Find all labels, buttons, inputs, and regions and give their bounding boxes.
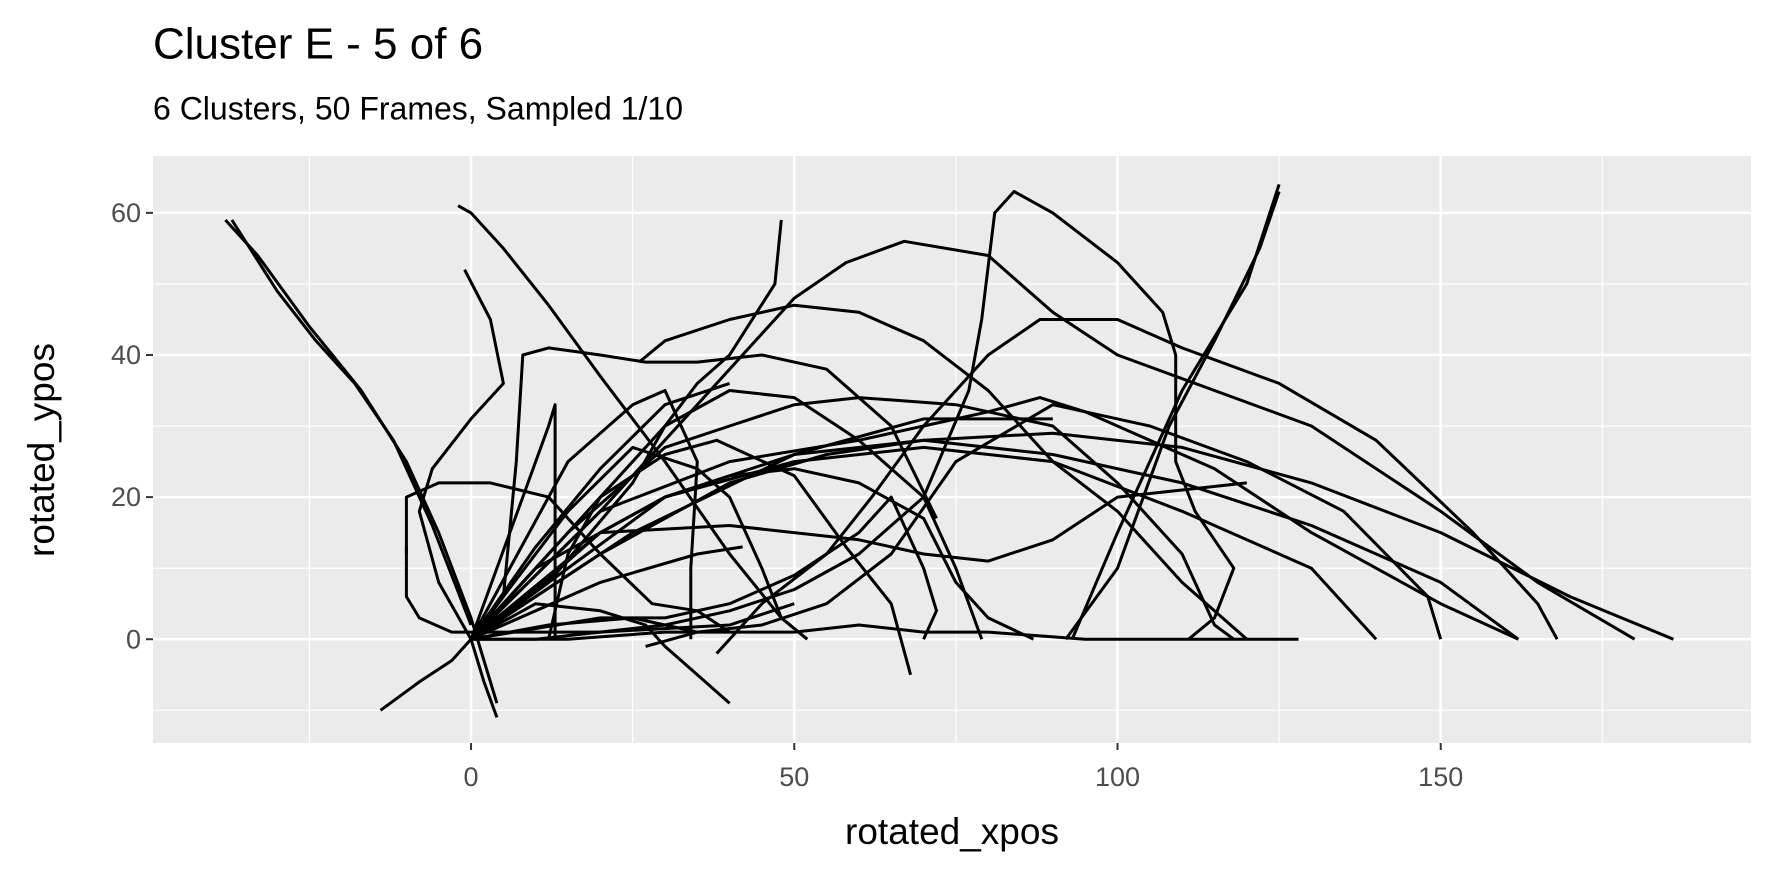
trajectory <box>469 445 809 641</box>
trajectory <box>469 403 557 640</box>
trajectory <box>469 346 938 641</box>
x-tick-label: 100 <box>1095 762 1140 792</box>
trajectory <box>645 403 1443 648</box>
trajectory <box>469 389 984 641</box>
trajectory <box>457 204 809 641</box>
y-tick-label: 40 <box>111 340 141 370</box>
y-tick-label: 0 <box>126 624 141 654</box>
trajectory <box>469 239 1636 641</box>
trajectory <box>469 389 699 640</box>
trajectory <box>470 545 743 641</box>
trajectory <box>715 318 1559 655</box>
y-tick-label: 60 <box>111 198 141 228</box>
x-tick-label: 150 <box>1418 762 1463 792</box>
trajectory <box>469 396 1235 641</box>
y-axis-title: rotated_ypos <box>21 343 62 557</box>
trajectory <box>469 396 1519 641</box>
trajectory <box>470 602 731 705</box>
trajectory <box>470 481 1247 641</box>
trajectory <box>469 381 731 641</box>
trajectory <box>470 495 938 641</box>
trajectory <box>1064 191 1281 641</box>
trajectory <box>638 303 1248 641</box>
x-tick-label: 50 <box>779 762 809 792</box>
trajectory <box>471 623 1299 641</box>
chart-subtitle: 6 Clusters, 50 Frames, Sampled 1/10 <box>153 90 683 126</box>
chart-title: Cluster E - 5 of 6 <box>153 20 483 69</box>
trajectory <box>470 219 783 641</box>
trajectory <box>230 219 473 626</box>
trajectory <box>471 190 1236 641</box>
x-axis-title: rotated_xpos <box>845 811 1059 852</box>
y-tick-label: 20 <box>111 482 141 512</box>
trajectory <box>470 438 1520 641</box>
trajectory <box>547 438 913 676</box>
x-tick-label: 0 <box>464 762 479 792</box>
